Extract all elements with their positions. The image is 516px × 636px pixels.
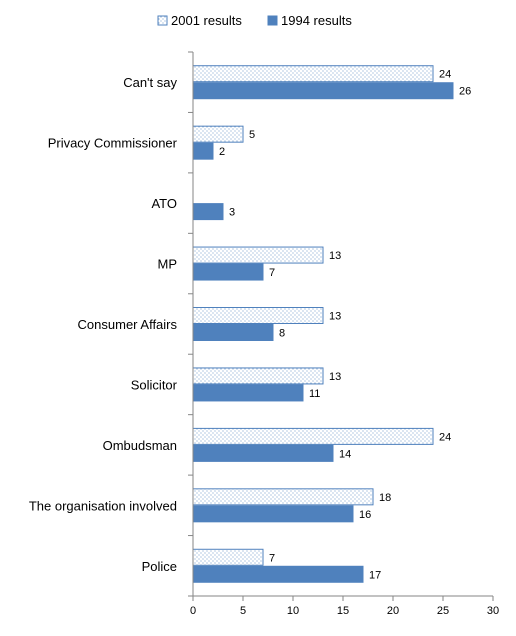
data-label: 17 [369, 569, 381, 581]
data-label: 13 [329, 250, 341, 262]
data-label: 13 [329, 371, 341, 383]
data-label: 16 [359, 509, 371, 521]
bar-1994 [192, 444, 334, 462]
x-tick-label: 5 [240, 605, 246, 617]
x-tick-label: 20 [387, 605, 399, 617]
bar-1994 [192, 384, 304, 402]
category-label: Can't say [123, 75, 177, 90]
x-tick-label: 30 [487, 605, 499, 617]
data-label: 3 [229, 207, 235, 219]
data-label: 24 [439, 69, 451, 81]
bar-1994 [192, 203, 224, 221]
legend-label: 1994 results [281, 13, 352, 28]
data-label: 7 [269, 552, 275, 564]
data-label: 8 [279, 328, 285, 340]
bar-2001 [192, 427, 434, 445]
data-label: 26 [459, 86, 471, 98]
data-label: 7 [269, 267, 275, 279]
legend: 2001 results 1994 results [157, 13, 352, 28]
bar-2001 [192, 307, 324, 324]
bar-1994 [192, 263, 264, 281]
category-label: Police [142, 559, 177, 574]
bar-2001 [192, 548, 264, 566]
category-label: The organisation involved [29, 498, 177, 513]
data-label: 5 [249, 129, 255, 141]
bar-2001 [192, 246, 324, 264]
plot-area: 24 26 Can't say 5 2 Privacy Commissioner 3 ATO 1… [29, 51, 499, 617]
data-label: 18 [379, 492, 391, 504]
legend-label: 2001 results [171, 13, 242, 28]
legend-swatch-2001 [157, 15, 168, 26]
category-label: Solicitor [131, 377, 178, 392]
category-label: MP [158, 257, 178, 272]
data-label: 11 [309, 388, 320, 400]
x-tick-label: 15 [337, 605, 349, 617]
category-label: Ombudsman [103, 438, 177, 453]
data-label: 24 [439, 431, 451, 443]
bar-1994 [192, 142, 214, 160]
category-label: Consumer Affairs [78, 317, 178, 332]
bar-1994 [192, 324, 274, 341]
bar-1994 [192, 82, 454, 100]
bar-1994 [192, 505, 354, 523]
legend-swatch-1994 [267, 15, 278, 26]
bar-2001 [192, 488, 374, 506]
category-label: Privacy Commissioner [48, 136, 178, 151]
data-label: 14 [339, 448, 351, 460]
x-tick-label: 10 [287, 605, 299, 617]
data-label: 2 [219, 146, 225, 158]
x-tick-label: 0 [190, 605, 196, 617]
bar-1994 [192, 565, 364, 583]
bar-2001 [192, 65, 434, 83]
x-tick-label: 25 [437, 605, 449, 617]
bar-2001 [192, 125, 244, 143]
bar-2001 [192, 367, 324, 385]
category-label: ATO [151, 196, 177, 211]
data-label: 13 [329, 311, 341, 323]
